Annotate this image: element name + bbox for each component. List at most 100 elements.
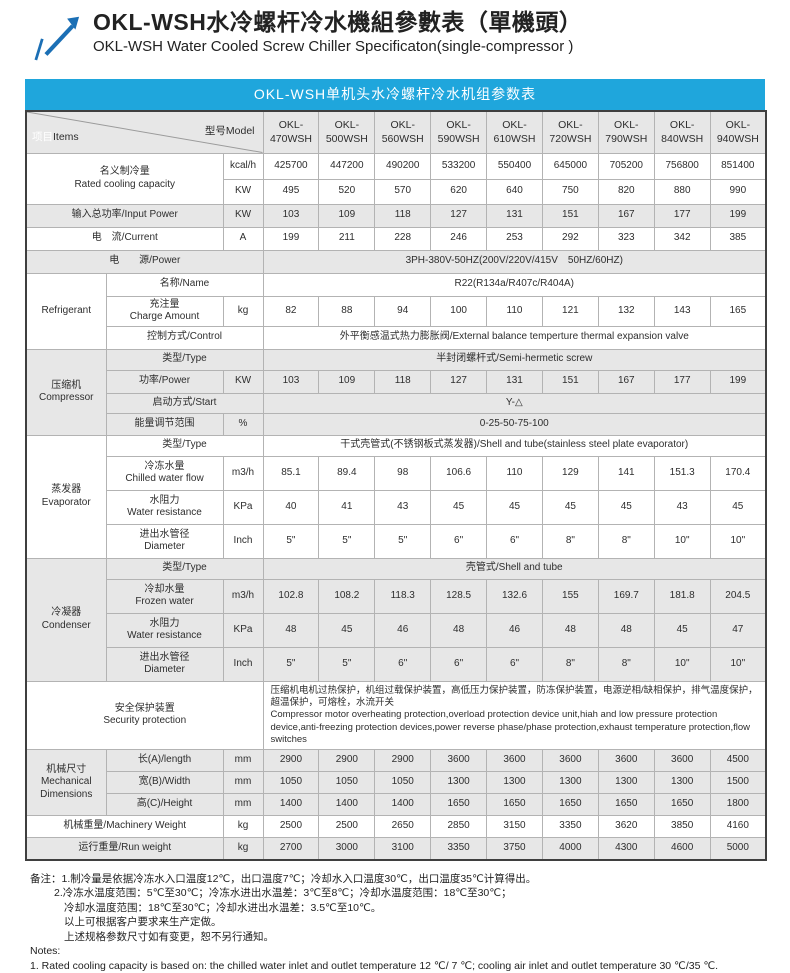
value-cell: 253 bbox=[486, 226, 543, 251]
spanned-value-cell: Y-△ bbox=[262, 392, 767, 414]
note-line: 2.冷冻水温度范围：5℃至30℃；冷冻水进出水温差：3℃至8℃；冷却水温度范围：… bbox=[54, 887, 512, 900]
spanned-value-cell: 压缩机电机过热保护，机组过载保护装置，高低压力保护装置，防冻保护装置，电源逆相/… bbox=[262, 680, 767, 751]
notes: 备注：1.制冷量是依据冷冻水入口温度12℃，出口温度7℃；冷却水入口温度30℃，… bbox=[30, 872, 765, 973]
value-cell: 151 bbox=[541, 203, 599, 228]
value-cell: 10" bbox=[653, 646, 711, 682]
row-label-cell: 类型/Type bbox=[105, 348, 264, 371]
spanned-value-cell: 干式壳管式(不锈钢板式蒸发器)/Shell and tube(stainless… bbox=[262, 434, 767, 457]
row-label-cell: 运行重量/Run weight bbox=[25, 837, 224, 861]
value-cell: 82 bbox=[262, 295, 320, 327]
value-cell: 3600 bbox=[653, 749, 711, 773]
value-cell: 3150 bbox=[486, 815, 543, 839]
value-cell: 6" bbox=[486, 523, 543, 559]
value-cell: 1300 bbox=[541, 771, 599, 795]
unit-cell: KPa bbox=[222, 489, 264, 525]
value-cell: 8" bbox=[541, 646, 599, 682]
model-header: OKL- 560WSH bbox=[374, 110, 432, 154]
value-cell: 131 bbox=[486, 203, 543, 228]
value-cell: 1400 bbox=[262, 793, 320, 817]
value-cell: 4600 bbox=[653, 837, 711, 861]
unit-cell: mm bbox=[222, 793, 264, 817]
value-cell: 10" bbox=[709, 523, 767, 559]
value-cell: 640 bbox=[486, 178, 543, 205]
value-cell: 6" bbox=[430, 523, 488, 559]
value-cell: 323 bbox=[597, 226, 655, 251]
value-cell: 2900 bbox=[262, 749, 320, 773]
value-cell: 3100 bbox=[374, 837, 432, 861]
value-cell: 118.3 bbox=[374, 578, 432, 614]
value-cell: 169.7 bbox=[597, 578, 655, 614]
title-block: OKL-WSH水冷螺杆冷水機組參數表（單機頭） OKL-WSH Water Co… bbox=[93, 8, 582, 57]
value-cell: 3600 bbox=[597, 749, 655, 773]
value-cell: 1650 bbox=[541, 793, 599, 817]
value-cell: 165 bbox=[709, 295, 767, 327]
unit-cell: KW bbox=[222, 178, 264, 205]
value-cell: 43 bbox=[374, 489, 432, 525]
value-cell: 3850 bbox=[653, 815, 711, 839]
value-cell: 10" bbox=[709, 646, 767, 682]
value-cell: 5" bbox=[262, 646, 320, 682]
row-label-cell: 进出水管径 Diameter bbox=[105, 646, 224, 682]
value-cell: 48 bbox=[262, 612, 320, 648]
value-cell: 1650 bbox=[430, 793, 488, 817]
value-cell: 3350 bbox=[541, 815, 599, 839]
value-cell: 118 bbox=[374, 203, 432, 228]
note-line: 冷却水温度范围：18℃至30℃；冷却水进出水温差：3.5℃至10℃。 bbox=[64, 901, 382, 914]
value-cell: 10" bbox=[653, 523, 711, 559]
value-cell: 199 bbox=[709, 369, 767, 394]
value-cell: 1050 bbox=[374, 771, 432, 795]
value-cell: 4500 bbox=[709, 749, 767, 773]
value-cell: 129 bbox=[541, 455, 599, 491]
value-cell: 2900 bbox=[374, 749, 432, 773]
value-cell: 48 bbox=[541, 612, 599, 648]
value-cell: 1650 bbox=[653, 793, 711, 817]
value-cell: 106.6 bbox=[430, 455, 488, 491]
spec-table: 项目Items 型号Model OKL- 470WSH OKL- 500WSH OKL- 56… bbox=[25, 110, 768, 861]
unit-cell: m3/h bbox=[222, 455, 264, 491]
value-cell: 2900 bbox=[318, 749, 376, 773]
value-cell: 6" bbox=[486, 646, 543, 682]
value-cell: 128.5 bbox=[430, 578, 488, 614]
value-cell: 3620 bbox=[597, 815, 655, 839]
value-cell: 46 bbox=[486, 612, 543, 648]
value-cell: 1400 bbox=[374, 793, 432, 817]
value-cell: 3350 bbox=[430, 837, 488, 861]
value-cell: 1050 bbox=[318, 771, 376, 795]
row-label-cell: 启动方式/Start bbox=[105, 392, 264, 414]
value-cell: 177 bbox=[653, 203, 711, 228]
row-label-cell: 电 源/Power bbox=[25, 249, 264, 274]
value-cell: 4160 bbox=[709, 815, 767, 839]
unit-cell: mm bbox=[222, 749, 264, 773]
model-label: 型号Model bbox=[204, 125, 255, 137]
value-cell: 127 bbox=[430, 203, 488, 228]
value-cell: 495 bbox=[262, 178, 320, 205]
row-label-cell: 安全保护装置 Security protection bbox=[25, 680, 264, 751]
value-cell: 199 bbox=[709, 203, 767, 228]
doc-header: OKL-WSH水冷螺杆冷水機組參數表（單機頭） OKL-WSH Water Co… bbox=[0, 0, 790, 62]
value-cell: 155 bbox=[541, 578, 599, 614]
value-cell: 750 bbox=[541, 178, 599, 205]
value-cell: 181.8 bbox=[653, 578, 711, 614]
value-cell: 48 bbox=[597, 612, 655, 648]
unit-cell: kg bbox=[222, 295, 264, 327]
value-cell: 550400 bbox=[486, 152, 543, 180]
group-label-cell: Refrigerant bbox=[25, 272, 107, 350]
value-cell: 45 bbox=[430, 489, 488, 525]
value-cell: 40 bbox=[262, 489, 320, 525]
value-cell: 151 bbox=[541, 369, 599, 394]
row-label-cell: 电 流/Current bbox=[25, 226, 224, 251]
row-label-cell: 水阻力 Water resistance bbox=[105, 489, 224, 525]
value-cell: 151.3 bbox=[653, 455, 711, 491]
value-cell: 109 bbox=[318, 203, 376, 228]
row-label-cell: 类型/Type bbox=[105, 557, 264, 580]
value-cell: 3600 bbox=[430, 749, 488, 773]
value-cell: 45 bbox=[541, 489, 599, 525]
value-cell: 131 bbox=[486, 369, 543, 394]
unit-cell: % bbox=[222, 412, 264, 436]
value-cell: 141 bbox=[597, 455, 655, 491]
spanned-value-cell: 壳管式/Shell and tube bbox=[262, 557, 767, 580]
model-header: OKL- 940WSH bbox=[709, 110, 767, 154]
value-cell: 41 bbox=[318, 489, 376, 525]
row-label-cell: 宽(B)/Width bbox=[105, 771, 224, 795]
value-cell: 46 bbox=[374, 612, 432, 648]
